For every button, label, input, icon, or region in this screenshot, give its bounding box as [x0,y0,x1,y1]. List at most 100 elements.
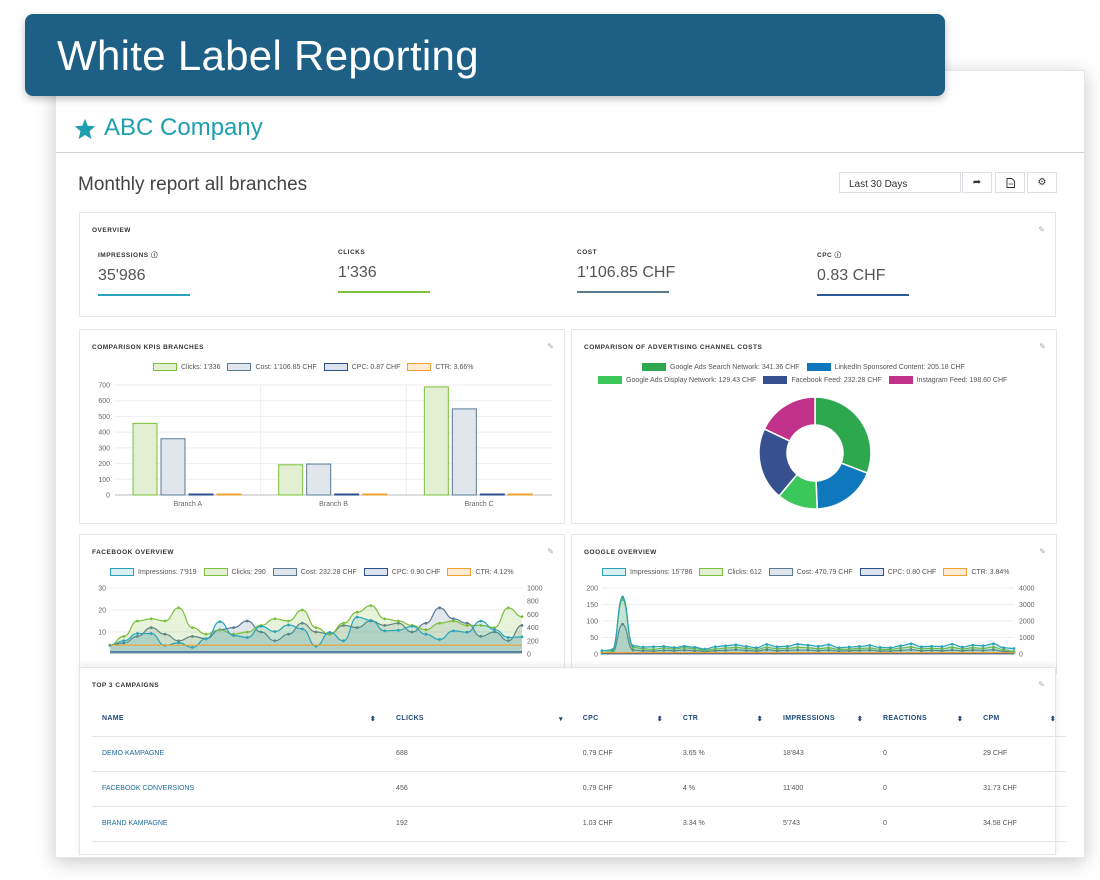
chart-legend: Clicks: 1'336 Cost: 1'106.85 CHF CPC: 0.… [153,363,480,371]
data-point [191,646,194,649]
settings-button[interactable]: ⚙ [1027,172,1057,193]
legend-item-linkedin[interactable]: LinkedIn Sponsored Content: 205.18 CHF [806,363,965,371]
data-point [930,646,933,650]
legend-item-clicks[interactable]: Clicks: 290 [203,568,266,576]
data-point [232,626,236,629]
edit-icon[interactable]: ✎ [1039,547,1046,556]
kpi-bar-chart: 0 100 200 300 400 500 600 700 Branch A Branch B Br… [98,383,552,508]
cell-ctr: 3.34 % [672,806,773,842]
campaign-link[interactable]: FACEBOOK CONVERSIONS [102,785,195,792]
bar [160,438,186,496]
bar [216,493,242,496]
cell-cpc: 0.79 CHF [572,771,673,807]
legend-item-display[interactable]: Google Ads Display Network: 129.43 CHF [598,376,756,384]
info-icon[interactable]: ⓘ [834,252,842,259]
kpi-label: COST [577,249,598,256]
campaign-link[interactable]: BRAND KAMPAGNE [102,820,168,827]
legend-item-ctr[interactable]: CTR: 4.12% [447,568,514,576]
data-point [847,647,851,651]
date-range-select[interactable]: Last 30 Days [839,172,961,193]
data-point [342,621,345,625]
legend-item-impressions[interactable]: Impressions: 15'786 [602,568,692,576]
data-point [734,646,738,649]
legend-item-cpc[interactable]: CPC: 0.87 CHF [323,363,401,371]
edit-icon[interactable]: ✎ [1038,680,1045,689]
kpi-value: 35'986 [98,267,146,284]
column-header-impressions[interactable]: IMPRESSIONS ⬍ [772,702,874,737]
cell-clicks: 688 [386,736,573,772]
cell-reactions: 0 [873,771,974,807]
y-tick-label-right: 3000 [1019,602,1035,609]
legend-item-clicks[interactable]: Clicks: 1'336 [153,363,220,371]
info-icon[interactable]: ⓘ [150,252,158,259]
edit-icon[interactable]: ✎ [547,547,554,556]
sort-icon: ⬍ [756,716,763,724]
data-point [744,646,748,650]
data-point [1012,649,1016,653]
column-label: NAME [102,715,124,723]
data-point [652,647,655,651]
data-point [930,648,933,652]
x-tick-label: Branch A [174,501,203,508]
legend-item-cpc[interactable]: CPC: 0.90 CHF [363,568,440,576]
sort-icon: ⬍ [656,716,663,724]
cell-impressions: 5'743 [772,806,874,842]
y-tick-label-right: 1000 [1019,635,1035,642]
column-header-cpm[interactable]: CPM ⬍ [973,702,1066,737]
column-header-reactions[interactable]: REACTIONS ⬍ [873,702,974,737]
data-point [506,636,510,639]
data-point [328,632,332,636]
legend-label: Cost: 470.79 CHF [796,568,853,576]
data-point [858,646,861,650]
data-point [950,642,954,646]
column-header-ctr[interactable]: CTR ⬍ [672,702,773,737]
share-button[interactable]: ➦ [962,172,992,193]
data-point [703,647,707,651]
legend-item-ctr[interactable]: CTR: 3.84% [943,568,1009,576]
legend-item-cost[interactable]: Cost: 232.28 CHF [272,568,357,576]
edit-icon[interactable]: ✎ [1038,225,1045,234]
campaign-link[interactable]: DEMO KAMPAGNE [102,750,165,757]
data-point [683,644,686,648]
edit-icon[interactable]: ✎ [547,342,554,351]
y-tick-label-right: 4000 [1019,586,1035,593]
pdf-export-button[interactable] [995,172,1025,193]
y-tick-label: 200 [98,461,110,468]
legend-item-ctr[interactable]: CTR: 3.66% [407,363,473,371]
campaigns-table: NAME ⬍ CLICKS ▾ CPC ⬍ CTR ⬍ IMPRESSIONS ⬍ REA… [92,702,1066,842]
column-header-clicks[interactable]: CLICKS ▾ [386,702,573,737]
column-header-name[interactable]: NAME ⬍ [92,702,387,737]
data-point [775,647,779,651]
legend-item-clicks[interactable]: Clicks: 612 [699,568,762,576]
data-point [259,630,263,634]
kpi-cpc: CPC ⓘ 0.83 CHF [817,249,997,296]
series-line [601,596,1015,652]
kpi-underline [338,291,430,293]
data-point [451,619,455,623]
data-point [506,606,510,610]
chart-legend: Google Ads Search Network: 341.36 CHF Li… [642,363,972,371]
chart-legend: Impressions: 7'919 Clicks: 290 Cost: 232… [110,568,521,576]
legend-item-facebook[interactable]: Facebook Feed: 232.28 CHF [763,376,882,384]
data-point [724,646,727,650]
bar [334,493,360,496]
panel-title: OVERVIEW [92,227,131,234]
legend-item-search[interactable]: Google Ads Search Network: 341.36 CHF [642,363,800,371]
data-point [149,626,153,629]
table-header-row: NAME ⬍ CLICKS ▾ CPC ⬍ CTR ⬍ IMPRESSIONS ⬍ REA… [92,702,1066,737]
legend-swatch [602,568,626,576]
legend-swatch [888,376,913,384]
edit-icon[interactable]: ✎ [1039,342,1046,351]
data-point [479,619,483,623]
y-tick-label-left: 100 [586,619,598,626]
data-point [724,644,727,648]
legend-item-instagram[interactable]: Instagram Feed: 198.60 CHF [888,376,1007,384]
legend-item-cost[interactable]: Cost: 1'106.85 CHF [227,363,317,371]
legend-label: CPC: 0.87 CHF [351,363,401,371]
data-point [930,644,933,648]
google-overview-panel: GOOGLE OVERVIEW ✎ Impressions: 15'786 Cl… [571,534,1057,674]
column-header-cpc[interactable]: CPC ⬍ [572,702,673,737]
legend-item-cost[interactable]: Cost: 470.79 CHF [768,568,853,576]
legend-item-cpc[interactable]: CPC: 0.80 CHF [859,568,936,576]
legend-item-impressions[interactable]: Impressions: 7'919 [110,568,197,576]
